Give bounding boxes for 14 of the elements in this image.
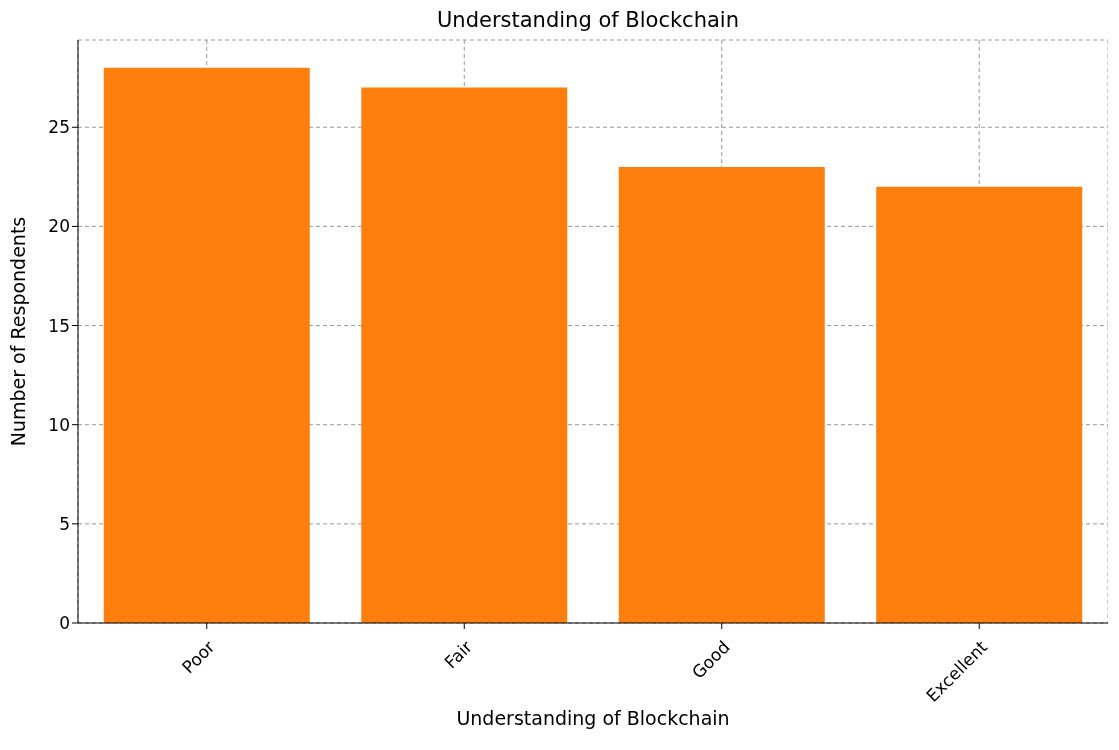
y-tick-label: 15: [48, 315, 70, 336]
bar: [876, 186, 1083, 623]
x-axis-title: Understanding of Blockchain: [456, 707, 730, 729]
bar: [361, 87, 568, 623]
y-tick-label: 10: [48, 414, 70, 435]
y-tick-label: 20: [48, 216, 70, 237]
chart-title: Understanding of Blockchain: [436, 8, 740, 34]
y-tick-label: 0: [59, 613, 70, 634]
y-tick-label: 5: [59, 513, 70, 534]
bar: [618, 166, 825, 623]
y-tick-label: 25: [48, 117, 70, 138]
y-axis-title: Number of Respondents: [6, 216, 29, 447]
x-tick-label: Fair: [440, 636, 477, 673]
bar: [103, 67, 310, 623]
